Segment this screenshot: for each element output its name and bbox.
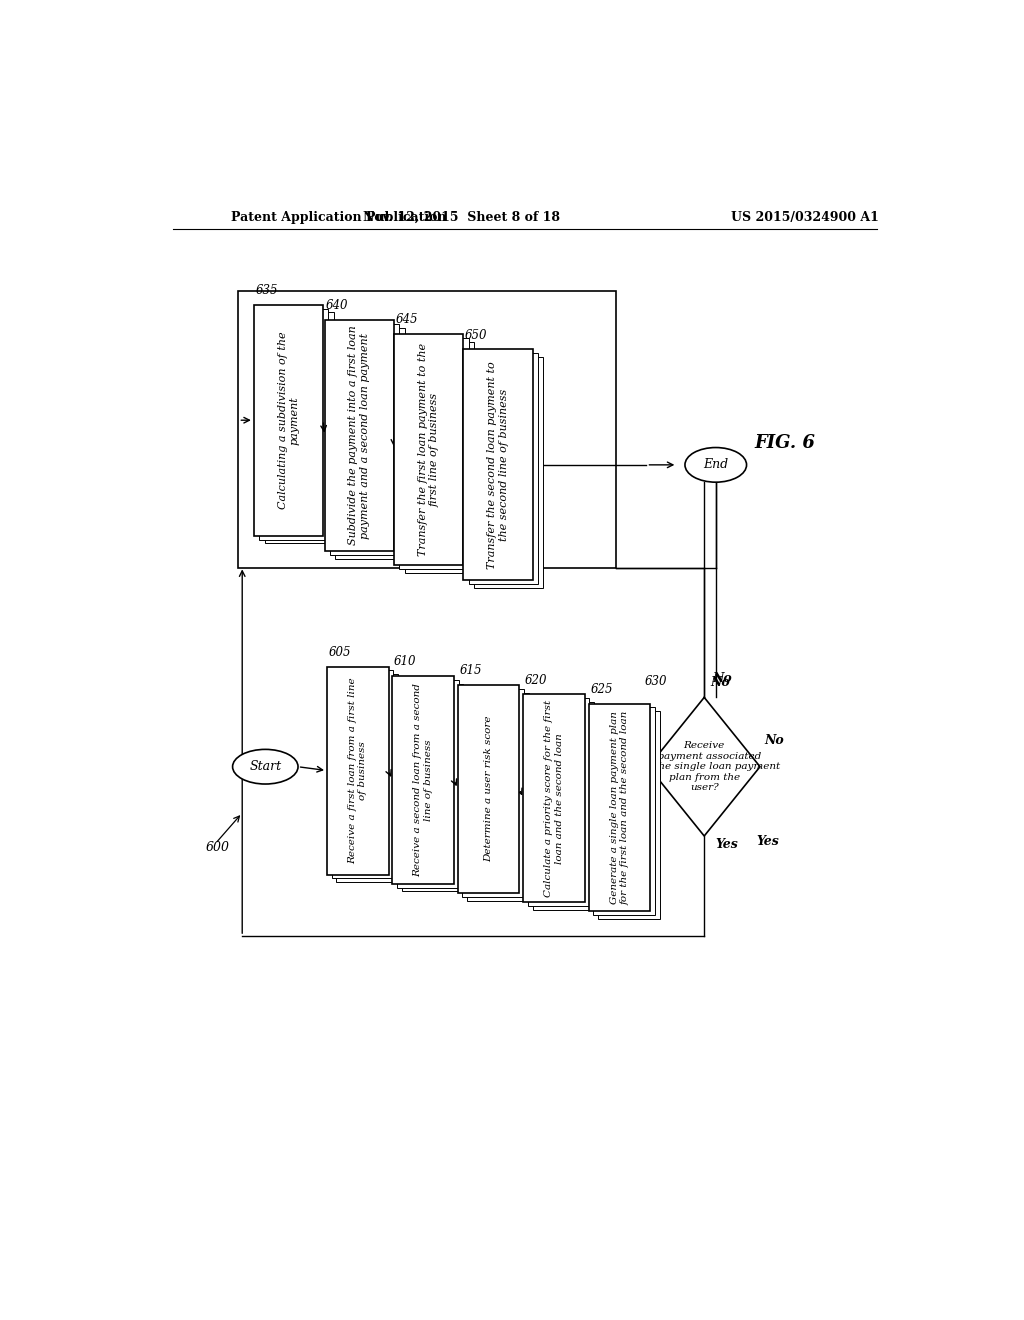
Bar xyxy=(401,684,463,891)
Text: No: No xyxy=(764,734,783,747)
Bar xyxy=(528,698,590,906)
Ellipse shape xyxy=(685,447,746,482)
Text: 635: 635 xyxy=(255,284,278,297)
Text: Calculate a priority score for the first
loan and the second loan: Calculate a priority score for the first… xyxy=(545,700,564,896)
Bar xyxy=(598,711,659,919)
Text: Yes: Yes xyxy=(756,836,779,849)
Text: 620: 620 xyxy=(524,673,547,686)
Text: Start: Start xyxy=(249,760,282,774)
Text: Transfer the first loan payment to the
first line of business: Transfer the first loan payment to the f… xyxy=(418,343,439,556)
Text: Determine a user risk score: Determine a user risk score xyxy=(484,715,494,862)
Bar xyxy=(474,358,544,589)
Text: 650: 650 xyxy=(465,329,487,342)
Bar xyxy=(336,327,404,558)
Text: Yes: Yes xyxy=(716,838,738,850)
Bar xyxy=(523,694,585,903)
Text: 600: 600 xyxy=(205,841,229,854)
Text: No: No xyxy=(712,672,732,685)
Bar xyxy=(325,321,394,552)
Bar xyxy=(589,704,650,911)
Bar xyxy=(327,667,388,874)
Text: 615: 615 xyxy=(460,664,482,677)
Text: Receive a second loan from a second
line of business: Receive a second loan from a second line… xyxy=(414,682,433,876)
Text: Generate a single loan payment plan
for the first loan and the second loan: Generate a single loan payment plan for … xyxy=(610,710,629,904)
Bar xyxy=(532,702,594,909)
Bar xyxy=(392,676,454,884)
Text: Receive
a payment associated
with the single loan payment
plan from the
user?: Receive a payment associated with the si… xyxy=(628,742,780,792)
Text: 640: 640 xyxy=(326,300,348,313)
Text: 610: 610 xyxy=(394,655,417,668)
Text: 630: 630 xyxy=(644,675,667,688)
Text: 605: 605 xyxy=(329,645,351,659)
Bar xyxy=(469,354,538,585)
Bar xyxy=(399,338,469,569)
Polygon shape xyxy=(648,697,760,836)
Bar xyxy=(332,671,393,878)
Text: Transfer the second loan payment to
the second line of business: Transfer the second loan payment to the … xyxy=(487,360,509,569)
Text: Calculating a subdivision of the
payment: Calculating a subdivision of the payment xyxy=(278,331,299,510)
Bar xyxy=(404,342,474,573)
Text: End: End xyxy=(703,458,728,471)
Text: 645: 645 xyxy=(395,313,418,326)
Bar xyxy=(259,309,329,540)
Text: FIG. 6: FIG. 6 xyxy=(755,434,815,453)
Text: 625: 625 xyxy=(590,682,612,696)
Bar xyxy=(397,680,459,887)
Bar xyxy=(394,334,463,565)
Text: Nov. 12, 2015  Sheet 8 of 18: Nov. 12, 2015 Sheet 8 of 18 xyxy=(364,211,560,224)
Bar xyxy=(254,305,323,536)
Bar xyxy=(458,685,519,892)
Bar xyxy=(467,693,528,900)
Text: Subdivide the payment into a first loan
payment and a second loan payment: Subdivide the payment into a first loan … xyxy=(348,326,370,545)
Bar xyxy=(336,675,397,882)
Bar xyxy=(264,313,334,544)
Bar xyxy=(330,323,399,554)
Ellipse shape xyxy=(232,750,298,784)
Bar xyxy=(463,350,532,581)
Text: Receive a first loan from a first line
of business: Receive a first loan from a first line o… xyxy=(348,677,368,863)
Bar xyxy=(593,708,655,915)
Text: US 2015/0324900 A1: US 2015/0324900 A1 xyxy=(731,211,879,224)
Text: Patent Application Publication: Patent Application Publication xyxy=(230,211,446,224)
Bar xyxy=(239,290,615,568)
Bar xyxy=(463,689,524,896)
Text: No: No xyxy=(711,676,730,689)
